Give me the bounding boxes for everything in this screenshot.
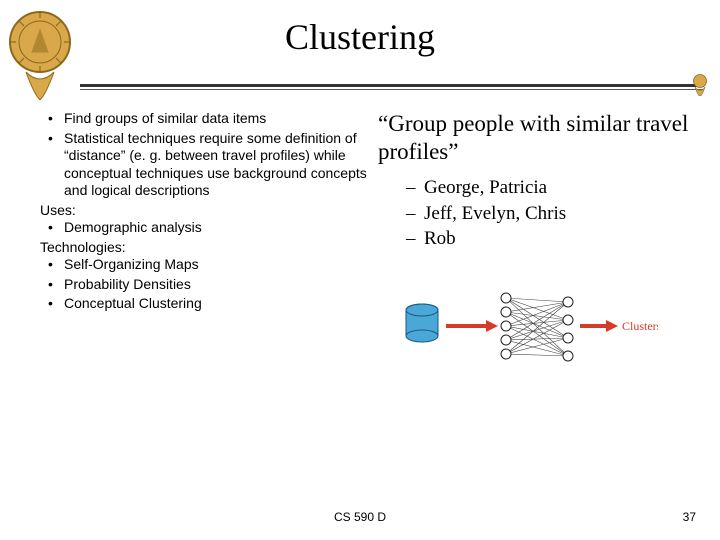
bullet-item: Statistical techniques require some defi… (40, 130, 368, 200)
group-list: George, Patricia Jeff, Evelyn, Chris Rob (378, 175, 696, 252)
bullet-item: Conceptual Clustering (40, 295, 368, 313)
left-column: Find groups of similar data items Statis… (40, 110, 368, 492)
quote-text: “Group people with similar travel profil… (378, 110, 696, 165)
group-item: Jeff, Evelyn, Chris (406, 201, 696, 227)
group-item: George, Patricia (406, 175, 696, 201)
footer-course-code: CS 590 D (0, 510, 720, 524)
slide-title: Clustering (0, 0, 720, 58)
bullet-item: Find groups of similar data items (40, 110, 368, 128)
group-item: Rob (406, 226, 696, 252)
bullet-item: Demographic analysis (40, 219, 368, 237)
small-seal-icon (692, 74, 708, 96)
uses-heading: Uses: (40, 202, 368, 220)
bullet-item: Self-Organizing Maps (40, 256, 368, 274)
content-area: Find groups of similar data items Statis… (40, 110, 696, 492)
svg-text:Clusters: Clusters (622, 319, 658, 333)
right-column: “Group people with similar travel profil… (368, 110, 696, 492)
clustering-diagram: Clusters (398, 280, 658, 370)
title-underline (80, 84, 704, 90)
footer-page-number: 37 (683, 510, 696, 524)
bullet-item: Probability Densities (40, 276, 368, 294)
university-seal-logo (4, 8, 76, 100)
technologies-heading: Technologies: (40, 239, 368, 257)
